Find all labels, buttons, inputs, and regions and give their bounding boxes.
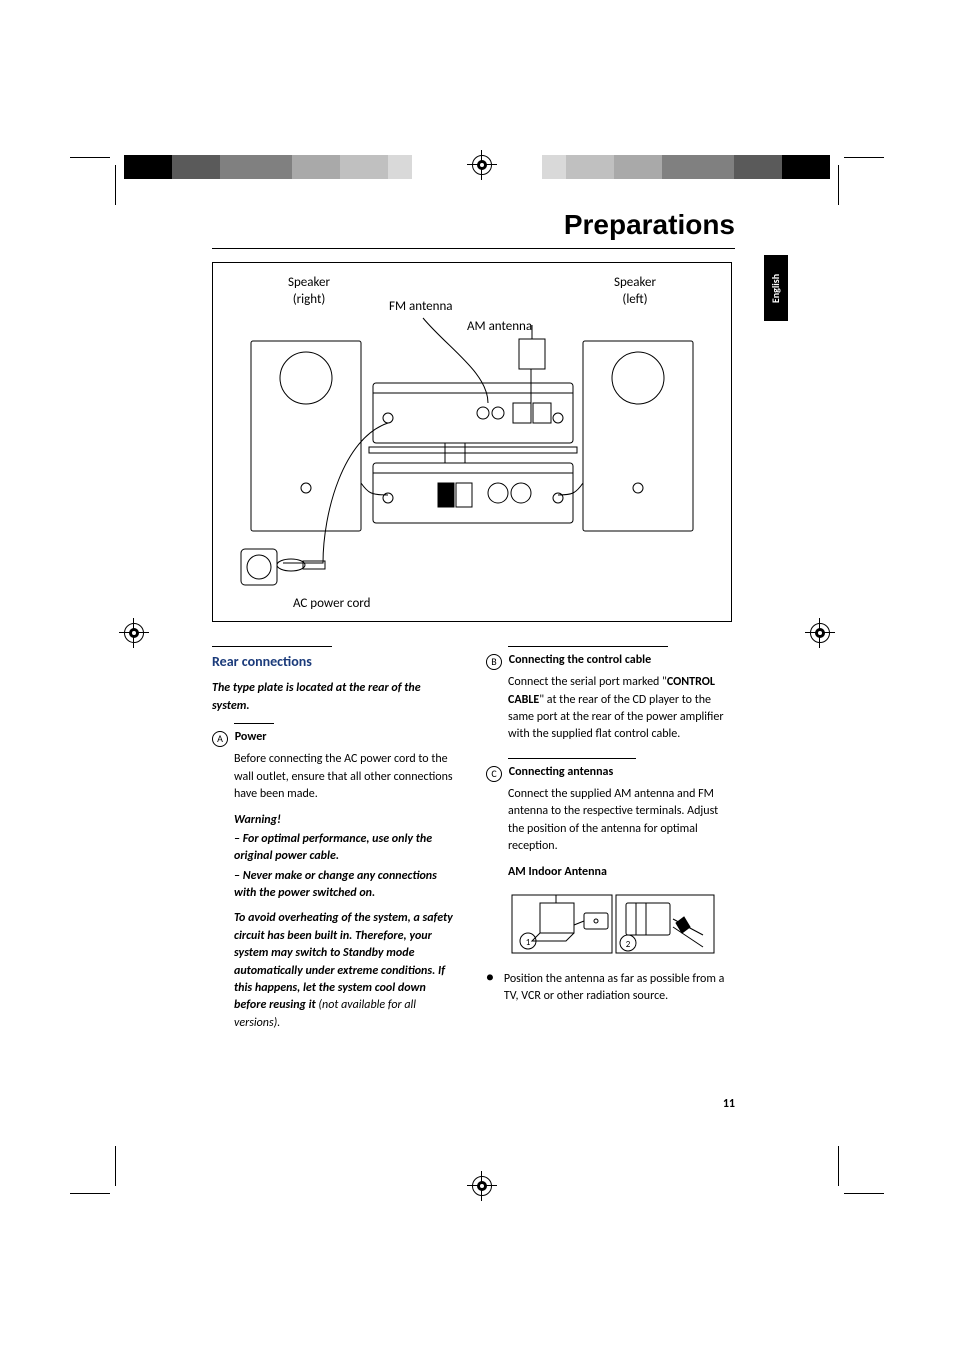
language-tab-label: English xyxy=(770,273,783,302)
am-antenna-figure: 1 2 xyxy=(508,889,718,959)
b-body: Connect the serial port marked "CONTROL … xyxy=(508,674,732,744)
registration-mark-icon xyxy=(472,1176,492,1196)
letter-a-icon: A xyxy=(212,731,228,747)
safety-note: To avoid overheating of the system, a sa… xyxy=(234,910,458,1032)
am-antenna-title: AM Indoor Antenna xyxy=(508,864,732,881)
body-columns: Rear connections The type plate is locat… xyxy=(212,646,732,1040)
wiring-diagram-svg xyxy=(213,263,733,623)
letter-c-icon: C xyxy=(486,766,502,782)
warning-title: Warning! xyxy=(234,812,458,829)
section-title: Rear connections xyxy=(212,653,312,670)
bullet-icon: ● xyxy=(486,971,494,1006)
svg-text:1: 1 xyxy=(526,937,531,948)
registration-mark-icon xyxy=(124,623,144,643)
svg-text:2: 2 xyxy=(626,939,631,950)
sub-a-power: A Power xyxy=(212,723,458,747)
sub-b-control-cable: B Connecting the control cable xyxy=(486,646,732,670)
warning-1: – For optimal performance, use only the … xyxy=(234,831,458,866)
letter-b-icon: B xyxy=(486,654,502,670)
right-column: B Connecting the control cable Connect t… xyxy=(486,646,732,1040)
sub-c-antennas: C Connecting antennas xyxy=(486,758,732,782)
b-body-2: " at the rear of the CD player to the sa… xyxy=(508,693,724,742)
language-tab: English xyxy=(764,255,788,321)
section-rear-connections: Rear connections xyxy=(212,646,458,672)
antenna-bullet: ● Position the antenna as far as possibl… xyxy=(486,971,732,1006)
registration-mark-icon xyxy=(810,623,830,643)
sub-a-title: Power xyxy=(235,730,267,744)
sub-b-title: Connecting the control cable xyxy=(509,653,651,667)
c-body: Connect the supplied AM antenna and FM a… xyxy=(508,786,732,856)
grayscale-bar-right xyxy=(542,155,830,179)
left-column: Rear connections The type plate is locat… xyxy=(212,646,458,1040)
type-plate-note: The type plate is located at the rear of… xyxy=(212,680,458,715)
title-rule xyxy=(212,248,735,249)
sub-c-title: Connecting antennas xyxy=(509,765,614,779)
grayscale-bar-left xyxy=(124,155,412,179)
registration-mark-icon xyxy=(472,155,492,175)
wiring-diagram: Speaker(right) Speaker(left) FM antenna … xyxy=(212,262,732,622)
page-title: Preparations xyxy=(564,209,735,241)
a-power-body: Before connecting the AC power cord to t… xyxy=(234,751,458,803)
warning-2: – Never make or change any connections w… xyxy=(234,868,458,903)
bullet-text: Position the antenna as far as possible … xyxy=(504,971,732,1006)
page-number: 11 xyxy=(723,1097,735,1111)
b-body-1: Connect the serial port marked " xyxy=(508,675,667,689)
